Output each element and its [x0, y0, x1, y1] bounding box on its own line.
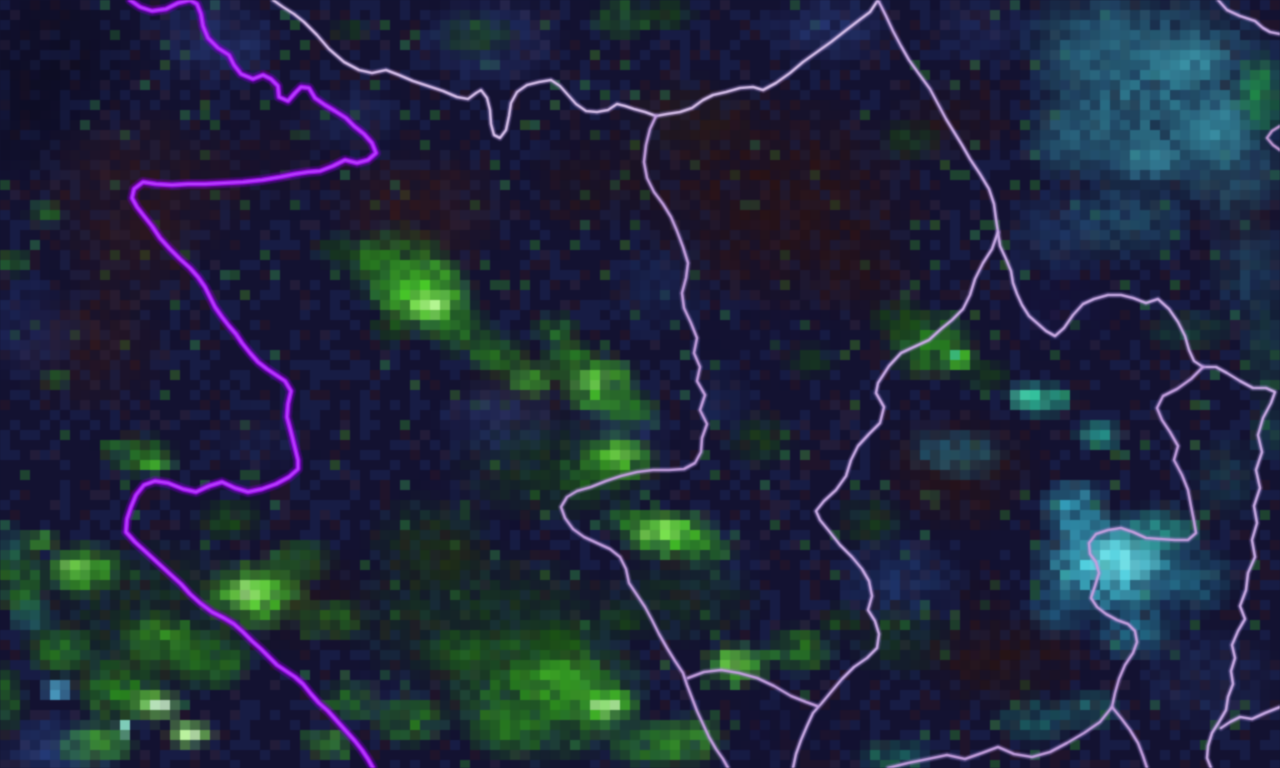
satellite-weather-map — [0, 0, 1280, 768]
satellite-map-canvas — [0, 0, 1280, 768]
